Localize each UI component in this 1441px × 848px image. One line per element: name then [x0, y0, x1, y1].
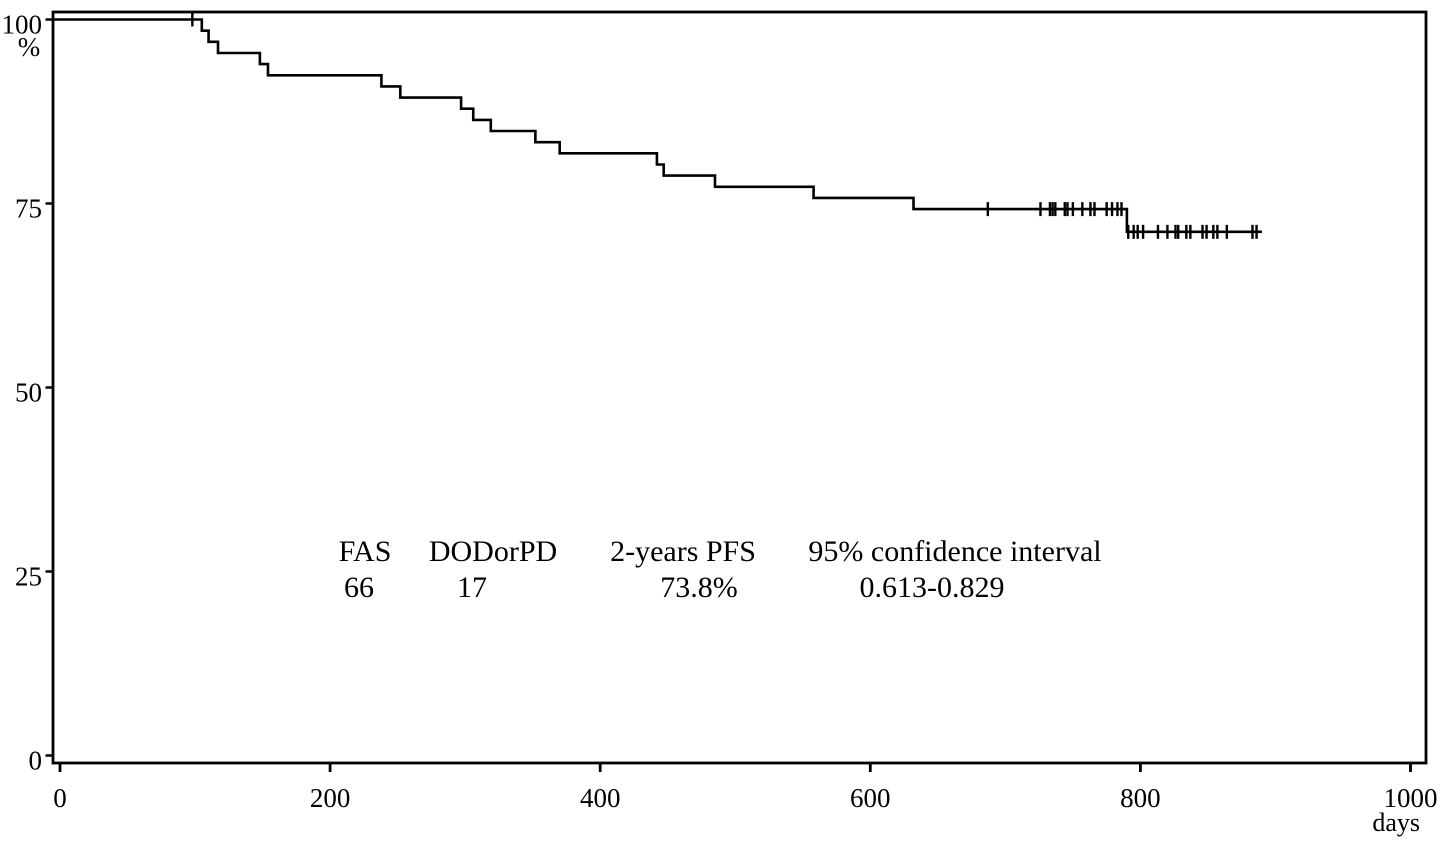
summary-header: DODorPD: [428, 535, 558, 568]
summary-header: FAS: [338, 535, 392, 568]
x-tick-label: 200: [310, 783, 351, 813]
x-axis-unit-label: days: [1372, 808, 1420, 837]
plot-frame: [51, 10, 1428, 765]
x-tick-label: 400: [580, 783, 621, 813]
summary-column-pfs: 2-years PFS 73.8%: [592, 534, 774, 606]
x-tick-label: 600: [850, 783, 891, 813]
x-tick-label: 1000: [1384, 783, 1438, 813]
y-tick-label: 100: [2, 10, 43, 40]
x-tick-label: 0: [53, 783, 67, 813]
y-tick-label: 50: [15, 378, 42, 408]
y-tick-label: 0: [29, 746, 43, 776]
y-axis-unit-label: %: [17, 32, 41, 62]
summary-column-fas: FAS 66: [322, 534, 408, 606]
x-tick-label: 800: [1120, 783, 1161, 813]
km-curve: [54, 18, 1262, 234]
y-tick-label: 75: [15, 194, 42, 224]
y-tick-label: 25: [15, 562, 42, 592]
summary-column-ci: 95% confidence interval 0.613-0.829: [788, 534, 1122, 606]
summary-column-events: DODorPD 17: [412, 534, 574, 606]
summary-value: 66: [344, 571, 374, 604]
summary-value: 0.613-0.829: [859, 571, 1005, 604]
summary-header: 2-years PFS: [610, 535, 756, 568]
summary-header: 95% confidence interval: [808, 535, 1102, 568]
summary-value: 73.8%: [660, 571, 738, 604]
summary-value: 17: [457, 571, 487, 604]
